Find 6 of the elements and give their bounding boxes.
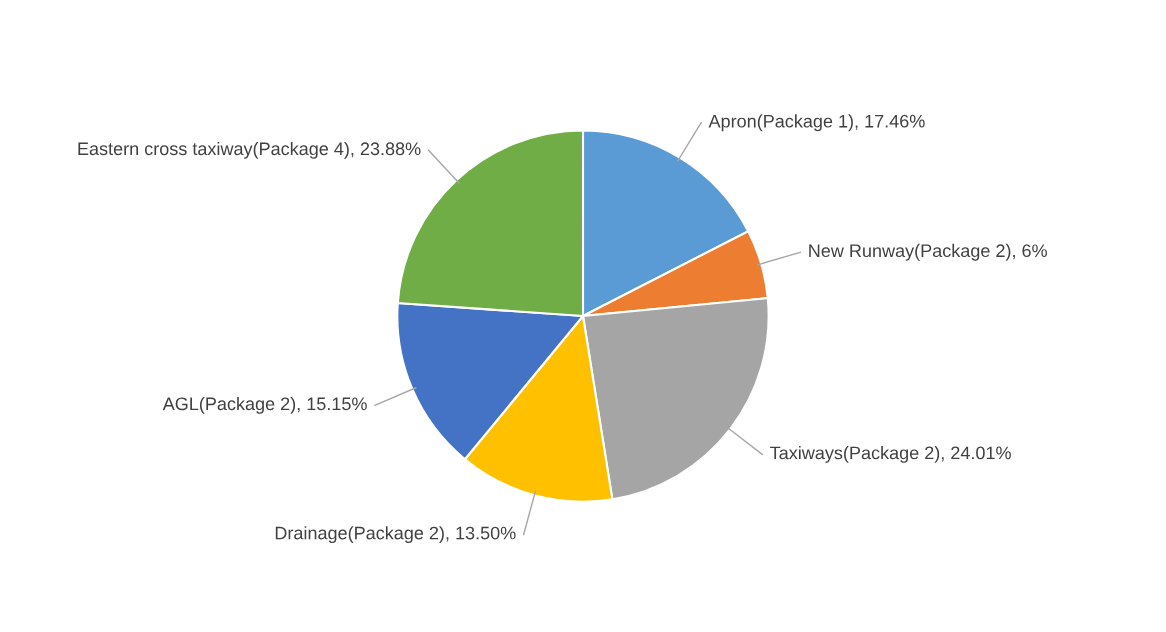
- slice-label: New Runway(Package 2), 6%: [809, 243, 1047, 261]
- slice-label: Drainage(Package 2), 13.50%: [275, 526, 516, 543]
- slice-label: Taxiways(Package 2), 24.01%: [770, 446, 1011, 463]
- slice-label: AGL(Package 2), 15.15%: [162, 396, 367, 414]
- slice-label: Apron(Package 1), 17.46%: [708, 114, 925, 132]
- slice-label: Eastern cross taxiway(Package 4), 23.88%: [78, 141, 421, 159]
